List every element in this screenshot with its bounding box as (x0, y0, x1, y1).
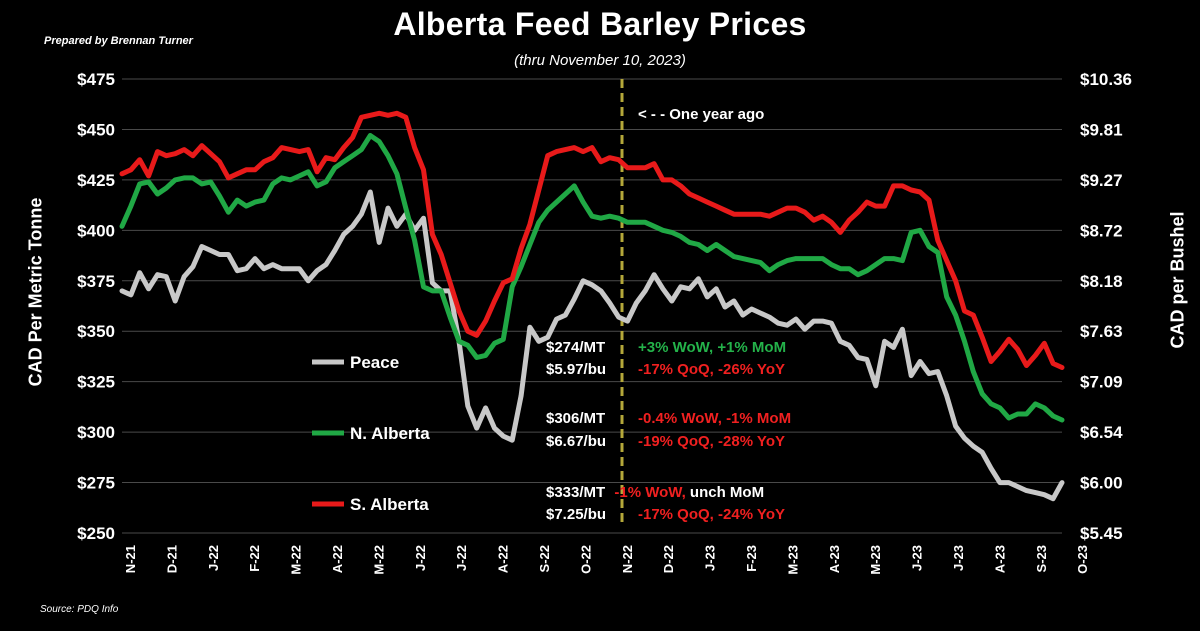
y-tick-label-right: $9.81 (1080, 120, 1123, 139)
south-change-wow: -1% WoW, (614, 484, 685, 501)
chart-title: Alberta Feed Barley Prices (393, 6, 807, 42)
south-change-long: -17% QoQ, -24% YoY (638, 506, 785, 523)
x-tick-label: M-23 (868, 545, 883, 575)
y-tick-label-left: $425 (77, 171, 115, 190)
peace-change-long: -17% QoQ, -26% YoY (638, 361, 785, 378)
legend: Peace N. Alberta S. Alberta (312, 353, 430, 514)
x-tick-label: J-22 (206, 545, 221, 571)
y-tick-label-left: $450 (77, 120, 115, 139)
y-tick-label-left: $250 (77, 524, 115, 543)
x-tick-label: M-22 (289, 545, 304, 575)
peace-change-short: +3% WoW, +1% MoM (638, 339, 786, 356)
north-change-short: -0.4% WoW, -1% MoM (638, 410, 791, 427)
north-price-bu: $6.67/bu (546, 433, 606, 450)
x-tick-label: M-22 (371, 545, 386, 575)
one-year-ago-label: < - - One year ago (638, 106, 764, 123)
x-tick-label: A-22 (496, 545, 511, 573)
peace-price-mt: $274/MT (546, 339, 605, 356)
y-axis-ticks: $250 $5.45 $275 $6.00 $300 $6.54 $325 $7.09 $350… (77, 70, 1132, 543)
x-tick-label: J-22 (454, 545, 469, 571)
x-tick-label: M-23 (785, 545, 800, 575)
chart-subtitle: (thru November 10, 2023) (514, 52, 686, 69)
y-tick-label-right: $10.36 (1080, 70, 1132, 89)
y-tick-label-right: $7.09 (1080, 373, 1123, 392)
prepared-by-credit: Prepared by Brennan Turner (44, 35, 193, 47)
x-tick-label: D-21 (164, 545, 179, 573)
y-tick-label-right: $8.18 (1080, 272, 1123, 291)
y-tick-label-left: $325 (77, 373, 115, 392)
source-credit: Source: PDQ Info (40, 604, 119, 615)
series-line-peace (119, 189, 1065, 502)
x-tick-label: N-22 (620, 545, 635, 573)
legend-label-peace: Peace (350, 353, 399, 372)
y-tick-label-left: $400 (77, 221, 115, 240)
y-tick-label-right: $7.63 (1080, 322, 1123, 341)
price-annotations: $274/MT +3% WoW, +1% MoM $5.97/bu -17% Q… (546, 339, 791, 523)
x-tick-label: A-23 (992, 545, 1007, 573)
x-tick-label: D-22 (661, 545, 676, 573)
y-tick-label-right: $6.00 (1080, 474, 1123, 493)
x-tick-label: J-23 (910, 545, 925, 571)
x-tick-label: J-22 (413, 545, 428, 571)
y-tick-label-left: $300 (77, 423, 115, 442)
x-tick-label: S-22 (537, 545, 552, 572)
x-tick-label: A-23 (827, 545, 842, 573)
x-tick-label: S-23 (1034, 545, 1049, 572)
y-tick-label-left: $350 (77, 322, 115, 341)
y-tick-label-right: $6.54 (1080, 423, 1123, 442)
y-tick-label-left: $475 (77, 70, 115, 89)
series-line-south (119, 110, 1065, 370)
legend-label-south: S. Alberta (350, 495, 429, 514)
south-change-mom: unch MoM (686, 484, 764, 501)
x-tick-label: O-22 (578, 545, 593, 574)
x-tick-label: F-23 (744, 545, 759, 572)
north-price-mt: $306/MT (546, 410, 605, 427)
x-tick-label: N-21 (123, 545, 138, 573)
x-tick-label: A-22 (330, 545, 345, 573)
south-price-bu: $7.25/bu (546, 506, 606, 523)
south-price-mt-line: $333/MT -1% WoW, unch MoM (546, 484, 764, 501)
legend-label-north: N. Alberta (350, 424, 430, 443)
y-tick-label-left: $375 (77, 272, 115, 291)
x-tick-label: O-23 (1075, 545, 1090, 574)
south-price-mt: $333/MT (546, 484, 605, 501)
y-tick-label-right: $8.72 (1080, 221, 1123, 240)
y-tick-label-right: $9.27 (1080, 171, 1123, 190)
x-tick-label: F-22 (247, 545, 262, 572)
north-change-long: -19% QoQ, -28% YoY (638, 433, 785, 450)
series-lines (119, 110, 1065, 502)
peace-price-bu: $5.97/bu (546, 361, 606, 378)
y-tick-label-left: $275 (77, 474, 115, 493)
x-tick-label: J-23 (703, 545, 718, 571)
x-tick-label: J-23 (951, 545, 966, 571)
x-axis-ticks: N-21 D-21 J-22 F-22 M-22 A-22 M-22 J-22 J-22 A-22… (123, 545, 1090, 575)
y-tick-label-right: $5.45 (1080, 524, 1123, 543)
series-line-north (119, 133, 1065, 423)
